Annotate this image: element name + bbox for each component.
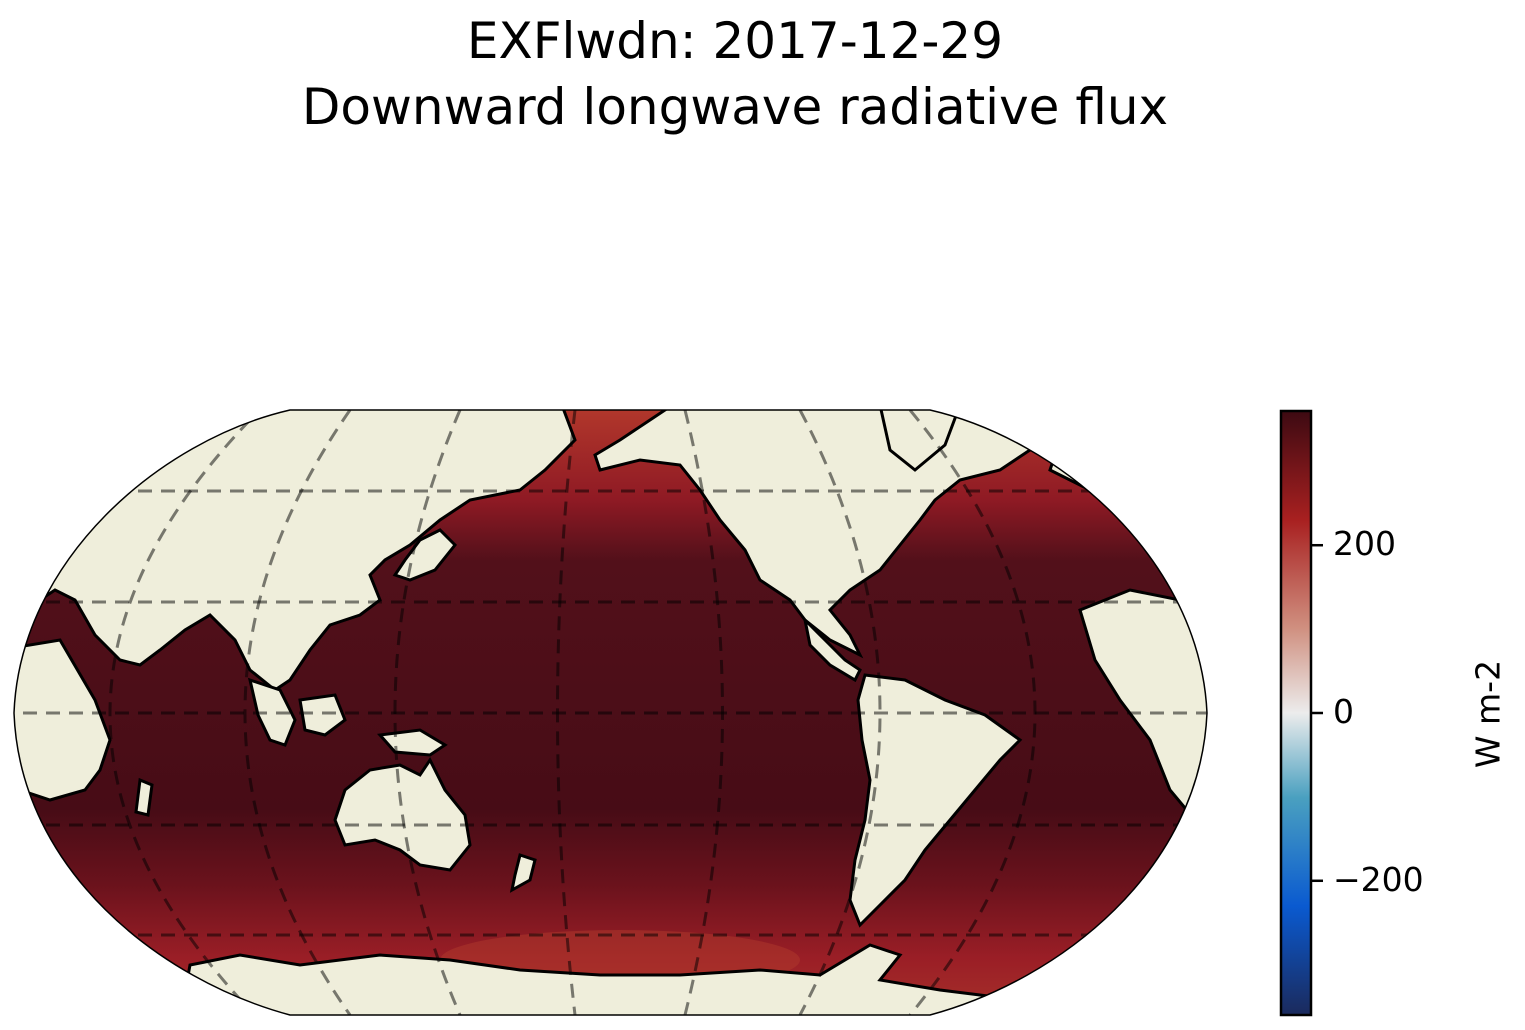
land-antarctica: [178, 943, 1061, 1015]
globe: [14, 410, 1207, 1015]
land-north-america: [593, 410, 1053, 659]
colorbar-tick-label: −200: [1333, 859, 1424, 899]
land-new-zealand: [509, 853, 537, 893]
colorbar-ticks: [1311, 543, 1323, 883]
map-subtitle: Downward longwave radiative flux: [301, 78, 1169, 136]
colorbar-tick-label: 200: [1333, 524, 1396, 564]
colorbar-label: W m-2: [1468, 659, 1508, 769]
land-africa: [14, 638, 112, 802]
land-borneo: [298, 693, 347, 737]
land-south-america: [848, 673, 1023, 928]
land-central-america: [802, 615, 862, 683]
colorbar-tick-label: 0: [1333, 692, 1354, 731]
gridlines: [14, 410, 1207, 1015]
land-greenland: [878, 410, 963, 472]
map-title: EXFlwdn: 2017-12-29: [466, 12, 1004, 70]
globe-outline: [13, 409, 1208, 1016]
colorbar: [1279, 409, 1313, 1017]
land-madagascar: [134, 777, 154, 817]
land-indochina: [247, 677, 297, 747]
